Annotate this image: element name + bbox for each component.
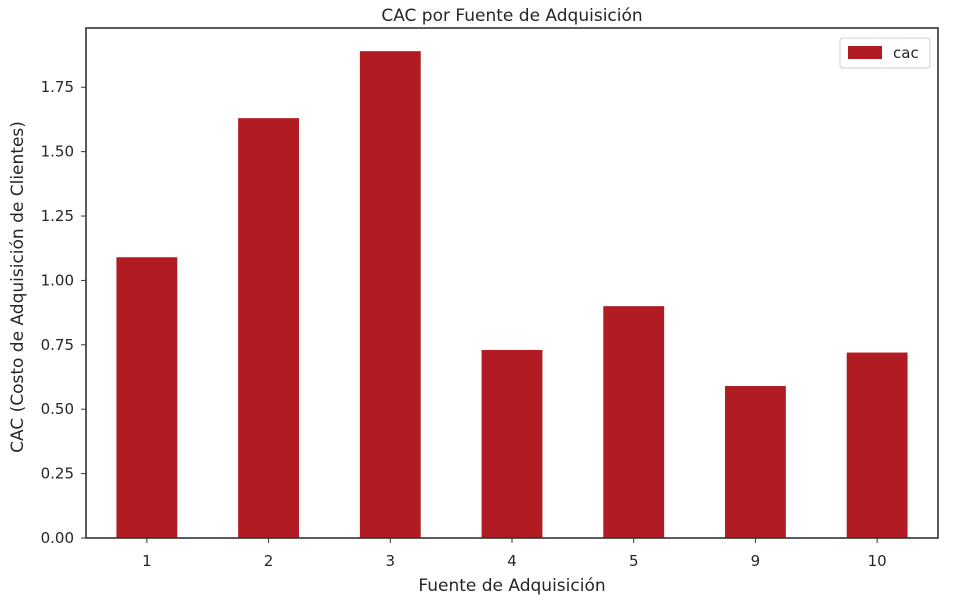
- x-tick-label: 2: [264, 552, 274, 570]
- bar-1: [116, 257, 178, 538]
- y-tick-label: 1.75: [41, 78, 74, 96]
- bar-10: [846, 352, 908, 538]
- x-axis: 1 2 3 4 5 9 10: [142, 538, 887, 570]
- y-tick-label: 0.25: [41, 465, 74, 483]
- bar-9: [725, 386, 786, 538]
- legend: cac: [839, 37, 931, 69]
- x-tick-label: 4: [507, 552, 517, 570]
- legend-label: cac: [893, 44, 919, 62]
- x-axis-label: Fuente de Adquisición: [418, 576, 605, 596]
- plot-area: [116, 51, 908, 539]
- x-tick-label: 5: [629, 552, 639, 570]
- y-tick-label: 1.50: [41, 143, 74, 161]
- bar-2: [238, 118, 299, 539]
- y-tick-label: 0.00: [41, 529, 74, 547]
- y-axis-label: CAC (Costo de Adquisición de Clientes): [8, 121, 28, 453]
- y-tick-label: 0.75: [41, 336, 74, 354]
- legend-box: [839, 37, 931, 69]
- x-tick-label: 3: [386, 552, 396, 570]
- bar-5: [603, 306, 665, 538]
- y-axis: 0.00 0.25 0.50 0.75 1.00 1.25 1.50 1.75: [41, 78, 86, 547]
- x-tick-label: 10: [868, 552, 887, 570]
- y-tick-label: 0.50: [41, 400, 74, 418]
- bar-4: [481, 349, 543, 538]
- legend-swatch: [848, 46, 882, 59]
- chart-title: CAC por Fuente de Adquisición: [381, 6, 642, 26]
- y-tick-label: 1.25: [41, 207, 74, 225]
- x-tick-label: 1: [142, 552, 152, 570]
- bar-3: [359, 51, 421, 539]
- y-tick-label: 1.00: [41, 271, 74, 289]
- x-tick-label: 9: [751, 552, 761, 570]
